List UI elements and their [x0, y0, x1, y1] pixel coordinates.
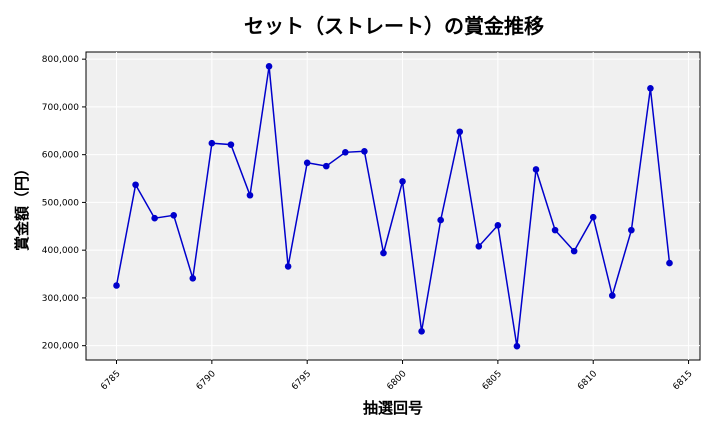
data-point — [284, 263, 292, 270]
data-point — [437, 216, 444, 224]
data-point — [208, 139, 216, 147]
data-point — [265, 63, 273, 70]
x-tick-label: 6810 — [576, 369, 599, 392]
y-tick-label: 700,000 — [42, 103, 79, 113]
y-tick-label: 800,000 — [42, 55, 79, 65]
series-line — [115, 66, 671, 347]
data-point — [628, 226, 635, 234]
data-point — [113, 282, 120, 289]
chart-title: セット（ストレート）の賞金推移 — [244, 14, 544, 38]
x-axis-label: 抽選回号 — [363, 399, 423, 417]
data-point — [132, 181, 139, 189]
data-point — [246, 191, 254, 199]
x-tick-label: 6805 — [481, 369, 504, 392]
data-point — [322, 162, 330, 170]
data-point — [456, 128, 464, 136]
data-point — [361, 148, 368, 155]
data-point — [513, 342, 521, 350]
x-tick-label: 6785 — [99, 369, 122, 392]
x-tick-label: 6815 — [671, 369, 694, 392]
y-tick-label: 400,000 — [42, 246, 79, 256]
y-tick-label: 200,000 — [42, 342, 79, 352]
data-point — [475, 243, 483, 250]
y-tick-label: 300,000 — [42, 294, 79, 304]
x-axis-ticks: 6785 6790 6795 6800 6805 6810 6815 — [99, 360, 695, 392]
data-point — [170, 212, 178, 219]
data-point — [189, 275, 197, 282]
data-point — [589, 213, 597, 221]
data-point — [342, 148, 349, 156]
x-tick-label: 6795 — [290, 369, 313, 392]
data-point — [608, 292, 616, 299]
data-point — [227, 141, 235, 148]
y-tick-label: 500,000 — [42, 198, 79, 208]
x-tick-label: 6800 — [385, 369, 408, 392]
data-point — [151, 214, 158, 222]
grid-lines — [86, 52, 700, 360]
data-point — [303, 159, 311, 167]
x-tick-label: 6790 — [195, 369, 218, 392]
series-layer — [113, 63, 673, 350]
data-point — [418, 328, 425, 335]
data-point — [666, 259, 673, 267]
data-point — [551, 226, 559, 234]
data-point — [570, 247, 578, 255]
y-axis-label: 賞金額（円） — [13, 161, 31, 251]
data-point — [647, 84, 654, 92]
data-point — [532, 166, 540, 173]
plot-area — [85, 51, 701, 361]
y-tick-label: 600,000 — [42, 151, 79, 161]
data-point — [399, 178, 406, 185]
y-axis-ticks: 200,000 300,000 400,000 500,000 600,000 700,0… — [42, 55, 86, 352]
data-point — [494, 222, 502, 229]
data-point — [380, 249, 387, 257]
